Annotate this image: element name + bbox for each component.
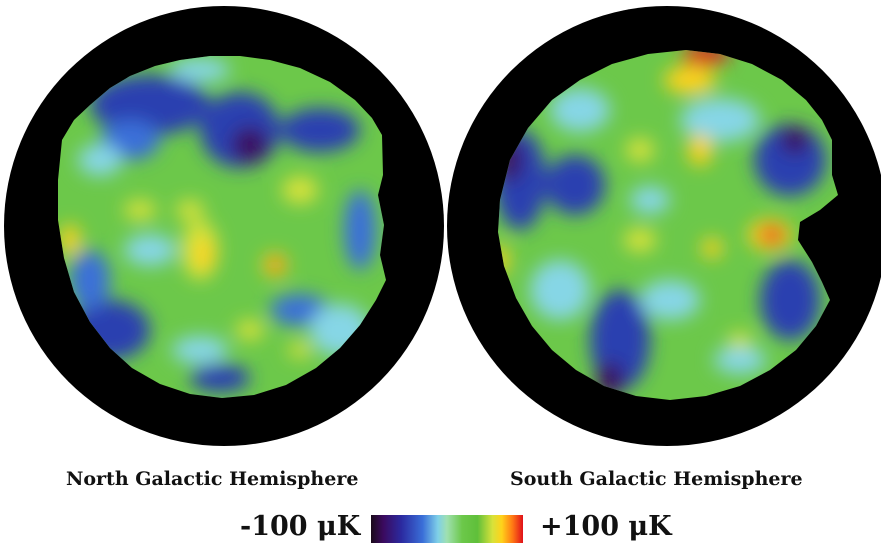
scale-min-label: -100 μK	[240, 511, 361, 542]
hemisphere-maps	[4, 6, 881, 446]
north-hemisphere-map	[58, 56, 386, 398]
south-hemisphere-map	[498, 50, 838, 400]
color-scale: -100 μK +100 μK	[0, 509, 881, 549]
north-hemisphere-caption: North Galactic Hemisphere	[66, 468, 359, 490]
color-bar	[371, 515, 523, 543]
scale-max-label: +100 μK	[540, 511, 672, 542]
south-hemisphere-caption: South Galactic Hemisphere	[510, 468, 803, 490]
